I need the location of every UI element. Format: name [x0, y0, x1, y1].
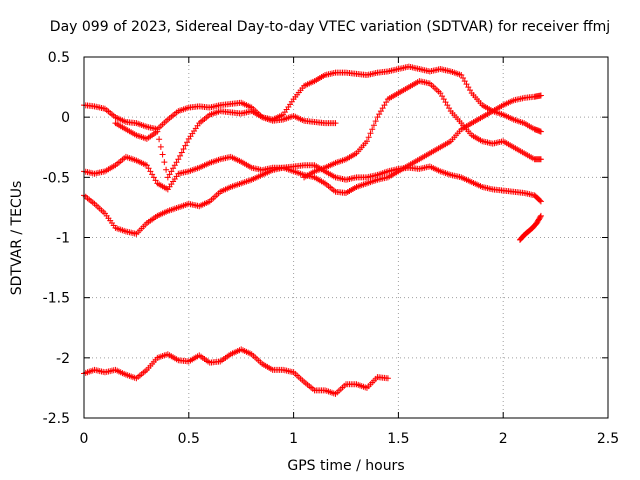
data-point — [458, 72, 465, 79]
data-point — [372, 118, 379, 125]
data-point — [166, 171, 173, 178]
data-point — [442, 99, 449, 106]
data-point — [163, 166, 170, 173]
data-point — [370, 122, 377, 129]
data-point — [367, 130, 374, 137]
data-point — [437, 90, 444, 97]
y-tick-label: -1.5 — [43, 291, 70, 307]
data-point — [467, 87, 474, 94]
data-point — [537, 214, 544, 221]
series-3 — [81, 92, 544, 237]
data-point — [377, 108, 384, 115]
data-point — [537, 128, 544, 135]
series-2 — [81, 153, 544, 205]
data-point — [182, 142, 189, 149]
series-1 — [112, 63, 544, 181]
grid-lines — [84, 57, 608, 418]
data-point — [168, 168, 175, 175]
x-tick-label: 0.5 — [178, 431, 200, 447]
data-point — [440, 96, 447, 103]
y-tick-label: -0.5 — [43, 170, 70, 186]
y-tick-label: 0.5 — [48, 50, 70, 66]
x-tick-label: 2.5 — [597, 431, 619, 447]
x-tick-label: 2 — [499, 431, 508, 447]
x-axis-label: GPS time / hours — [287, 458, 404, 474]
data-points — [81, 63, 544, 397]
data-point — [384, 375, 391, 382]
data-point — [154, 128, 161, 135]
data-point — [175, 156, 182, 163]
data-point — [461, 78, 468, 85]
data-point — [143, 162, 150, 169]
data-point — [157, 143, 164, 150]
data-point — [444, 102, 451, 109]
data-point — [161, 159, 168, 166]
data-point — [537, 156, 544, 163]
y-tick-label: -2.5 — [43, 411, 70, 427]
y-axis-label: SDTVAR / TECUs — [9, 181, 25, 296]
data-point — [178, 149, 185, 156]
data-point — [536, 197, 543, 204]
data-point — [537, 212, 544, 219]
data-point — [170, 165, 177, 172]
data-point — [365, 134, 372, 141]
data-point — [184, 139, 191, 146]
y-tick-label: 0 — [61, 110, 70, 126]
data-point — [537, 198, 544, 205]
data-point — [369, 126, 376, 133]
axis-ticks: 0 0.5 1 1.5 2 2.5 -2.5 -2 -1.5 -1 -0.5 0 0.5 — [43, 50, 619, 447]
series-0 — [81, 99, 339, 133]
data-point — [537, 92, 544, 99]
data-point — [156, 136, 163, 143]
data-point — [465, 84, 472, 91]
data-point — [152, 177, 159, 184]
data-point — [173, 159, 180, 166]
series-6 — [81, 346, 391, 397]
data-point — [383, 99, 390, 106]
data-point — [446, 105, 453, 112]
data-point — [379, 105, 386, 112]
chart-title: Day 099 of 2023, Sidereal Day-to-day VTE… — [50, 19, 610, 35]
x-tick-label: 0 — [80, 431, 89, 447]
data-point — [159, 151, 166, 158]
data-point — [171, 162, 178, 169]
data-point — [463, 81, 470, 88]
plot-frame — [83, 56, 609, 419]
data-point — [374, 114, 381, 121]
series-5 — [516, 212, 544, 243]
data-point — [164, 174, 171, 181]
data-point — [460, 75, 467, 82]
data-point — [145, 165, 152, 172]
data-point — [381, 102, 388, 109]
data-point — [376, 111, 383, 118]
y-tick-label: -1 — [56, 231, 70, 247]
data-point — [332, 120, 339, 127]
data-point — [180, 146, 187, 153]
data-point — [147, 168, 154, 175]
x-tick-label: 1.5 — [387, 431, 409, 447]
data-point — [177, 152, 184, 159]
data-point — [150, 174, 157, 181]
data-point — [149, 171, 156, 178]
data-point — [439, 93, 446, 100]
y-tick-label: -2 — [56, 351, 70, 367]
data-point — [363, 138, 370, 145]
x-tick-label: 1 — [289, 431, 298, 447]
series-4 — [301, 78, 544, 181]
